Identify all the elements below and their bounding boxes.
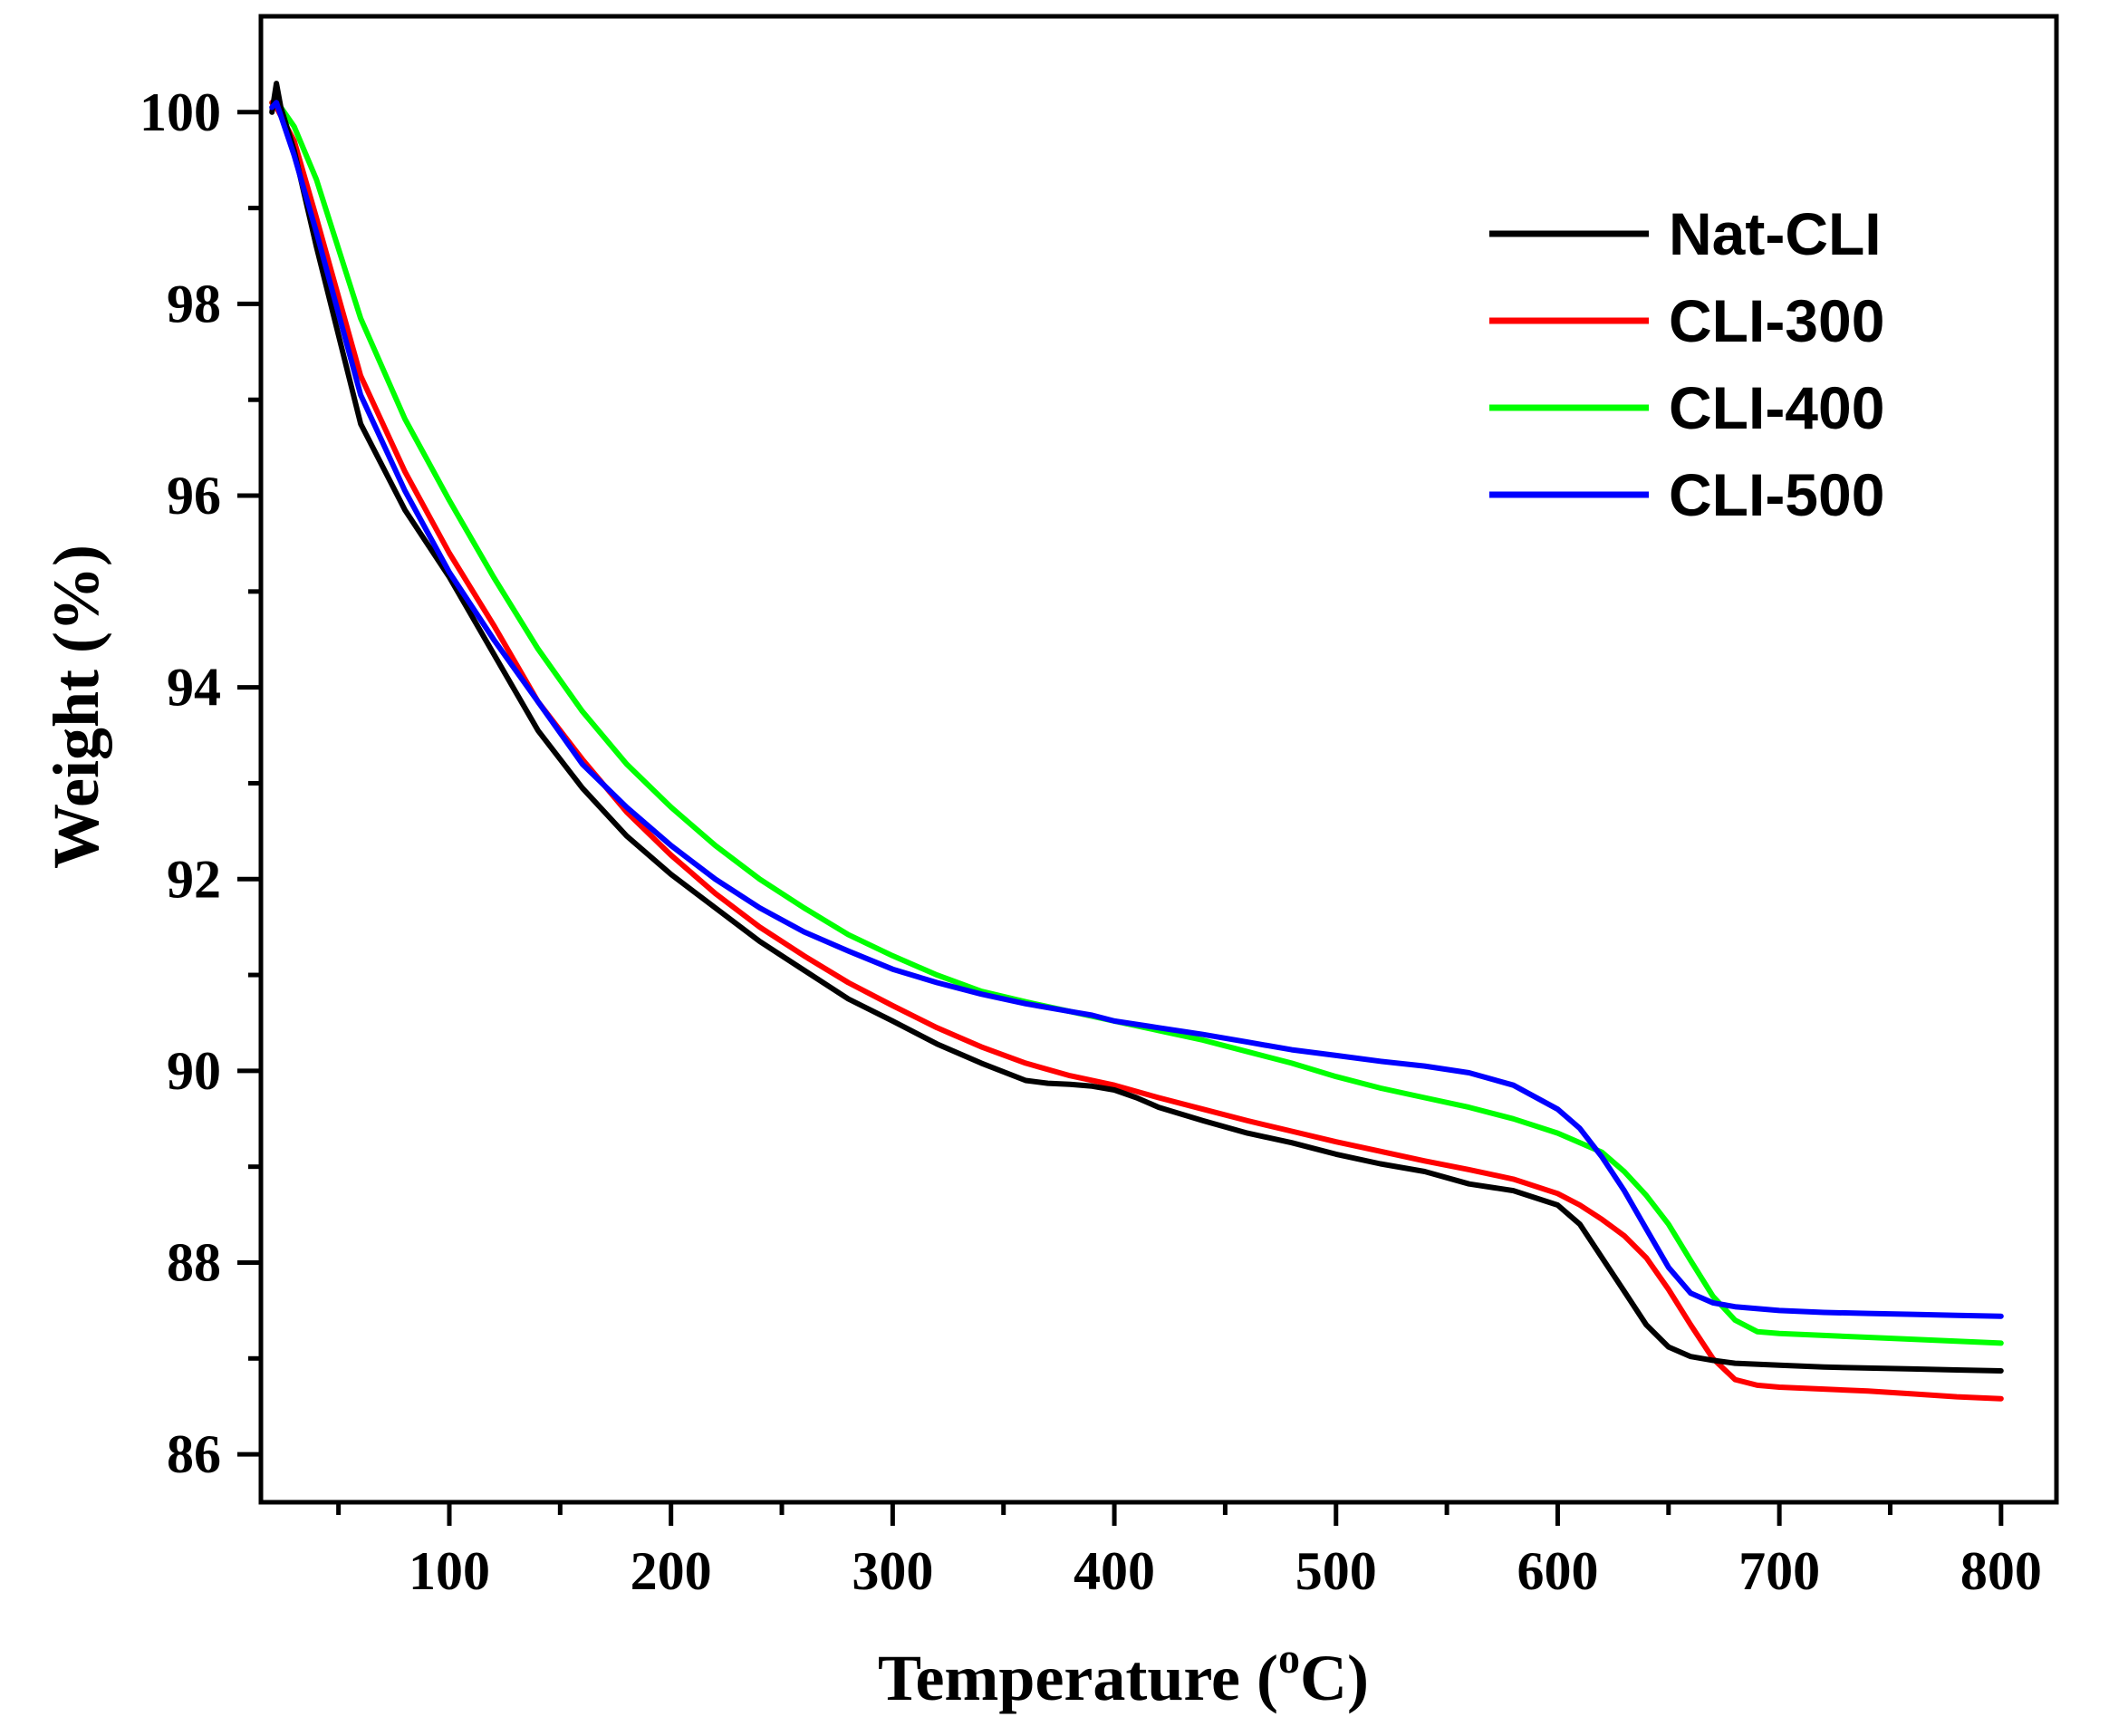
x-tick-label: 400 bbox=[1074, 1541, 1155, 1601]
x-tick-label: 100 bbox=[409, 1541, 490, 1601]
legend-label-cli-500: CLI-500 bbox=[1669, 461, 1884, 528]
x-tick-label: 200 bbox=[631, 1541, 712, 1601]
x-axis-title: Temperature (oC) bbox=[878, 1635, 1369, 1714]
y-tick-label: 94 bbox=[167, 658, 221, 718]
y-tick-label: 88 bbox=[167, 1232, 221, 1292]
series-line-cli-400 bbox=[269, 100, 2004, 1346]
y-tick-label: 98 bbox=[167, 274, 221, 333]
series-line-cli-300 bbox=[269, 100, 2004, 1402]
x-axis-title-end: C) bbox=[1300, 1642, 1369, 1714]
legend: Nat-CLI CLI-300 CLI-400 CLI-500 bbox=[1489, 200, 1884, 528]
y-tick-label: 100 bbox=[140, 82, 221, 142]
axis-layer: 100 200 300 400 500 600 700 800 86 88 90 92 94 96 98 10… bbox=[140, 82, 2042, 1601]
x-tick-label: 300 bbox=[852, 1541, 933, 1601]
x-tick-label: 800 bbox=[1960, 1541, 2042, 1601]
plot-frame bbox=[258, 14, 2059, 1505]
x-axis-title-superscript: o bbox=[1278, 1635, 1300, 1683]
legend-label-cli-400: CLI-400 bbox=[1669, 374, 1884, 441]
series-line-nat-cli bbox=[269, 81, 2004, 1374]
y-tick-label: 86 bbox=[167, 1424, 221, 1484]
x-tick-label: 600 bbox=[1517, 1541, 1598, 1601]
x-tick-label: 700 bbox=[1738, 1541, 1820, 1601]
x-axis-title-main: Temperature ( bbox=[878, 1642, 1278, 1714]
legend-label-nat-cli: Nat-CLI bbox=[1669, 200, 1882, 267]
y-axis-title: Weight (%) bbox=[40, 545, 112, 869]
series-layer bbox=[269, 81, 2004, 1402]
series-line-cli-500 bbox=[269, 100, 2004, 1319]
y-tick-label: 92 bbox=[167, 849, 221, 909]
y-tick-label: 96 bbox=[167, 466, 221, 526]
legend-label-cli-300: CLI-300 bbox=[1669, 287, 1884, 354]
x-tick-label: 500 bbox=[1295, 1541, 1377, 1601]
y-tick-label: 90 bbox=[167, 1041, 221, 1101]
